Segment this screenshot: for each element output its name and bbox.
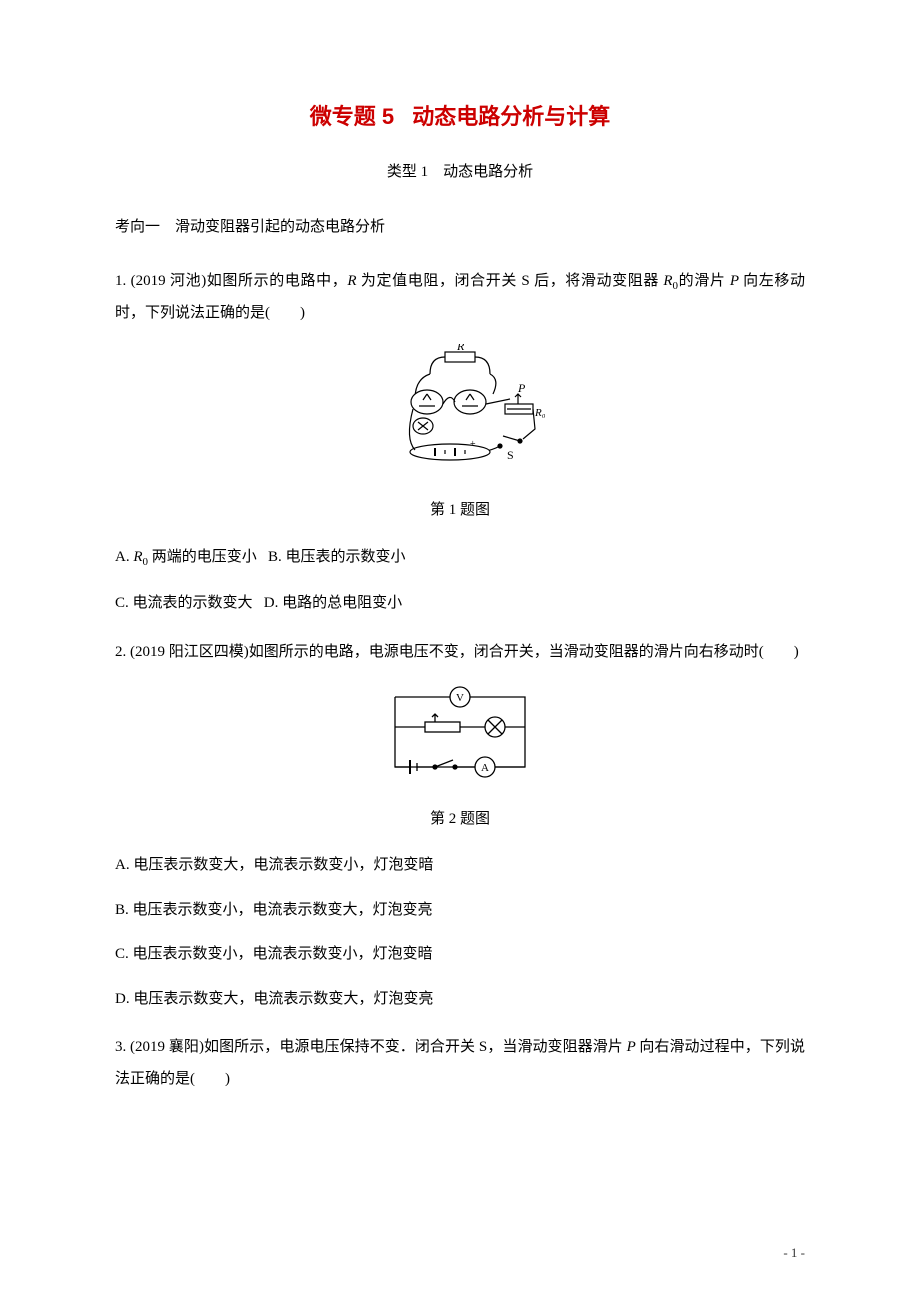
q1-options-row2: C. 电流表的示数变大 D. 电路的总电阻变小 <box>115 592 805 615</box>
symbol-P: P <box>730 273 743 289</box>
fig1-label-S: S <box>507 448 514 462</box>
q1-optB: B. 电压表的示数变小 <box>268 549 406 565</box>
q1-optA-pre: A. <box>115 549 133 565</box>
title-main: 动态电路分析与计算 <box>412 104 610 129</box>
q2-optA: A. 电压表示数变大，电流表示数变小，灯泡变暗 <box>115 854 805 877</box>
question-3: 3. (2019 襄阳)如图所示，电源电压保持不变．闭合开关 S，当滑动变阻器滑… <box>115 1032 805 1095</box>
q1-optD: D. 电路的总电阻变小 <box>264 595 402 611</box>
circuit-diagram-1: R P R₀ S + <box>375 344 545 474</box>
fig1-label-R0: R₀ <box>534 407 545 419</box>
q1-text-2: 为定值电阻，闭合开关 S 后，将滑动变阻器 <box>361 273 663 289</box>
page-title: 微专题 5 动态电路分析与计算 <box>115 100 805 133</box>
page-number: - 1 - <box>783 1243 805 1263</box>
figure-1: R P R₀ S + <box>115 344 805 482</box>
symbol-R0: R <box>663 273 672 289</box>
fig1-label-R: R <box>456 344 465 353</box>
q2-optD: D. 电压表示数变大，电流表示数变大，灯泡变亮 <box>115 988 805 1011</box>
title-prefix: 微专题 5 <box>310 104 394 129</box>
figure-2: V A <box>115 682 805 790</box>
q1-optA-post: 两端的电压变小 <box>148 549 257 565</box>
section-heading: 考向一 滑动变阻器引起的动态电路分析 <box>115 216 805 239</box>
q3-pre: 3. (2019 襄阳)如图所示，电源电压保持不变．闭合开关 S，当滑动变阻器滑… <box>115 1039 627 1055</box>
figure-2-caption: 第 2 题图 <box>115 808 805 831</box>
symbol-R: R <box>347 273 361 289</box>
fig1-plus: + <box>470 439 476 450</box>
q1-text-1: 1. (2019 河池)如图所示的电路中， <box>115 273 347 289</box>
fig2-label-A: A <box>481 762 489 774</box>
figure-1-caption: 第 1 题图 <box>115 499 805 522</box>
fig2-label-V: V <box>456 692 464 704</box>
q1-options-row1: A. R0 两端的电压变小 B. 电压表的示数变小 <box>115 546 805 571</box>
question-2: 2. (2019 阳江区四模)如图所示的电路，电源电压不变，闭合开关，当滑动变阻… <box>115 637 805 669</box>
q1-optA-R0: R <box>133 549 142 565</box>
fig1-label-P: P <box>517 381 526 395</box>
q2-optB: B. 电压表示数变小，电流表示数变大，灯泡变亮 <box>115 899 805 922</box>
circuit-diagram-2: V A <box>375 682 545 782</box>
q1-text-3: 的滑片 <box>678 273 725 289</box>
q2-optC: C. 电压表示数变小，电流表示数变小，灯泡变暗 <box>115 943 805 966</box>
subtitle: 类型 1 动态电路分析 <box>115 161 805 184</box>
q3-P: P <box>627 1039 640 1055</box>
question-1: 1. (2019 河池)如图所示的电路中，R 为定值电阻，闭合开关 S 后，将滑… <box>115 266 805 330</box>
q1-optC: C. 电流表的示数变大 <box>115 595 253 611</box>
